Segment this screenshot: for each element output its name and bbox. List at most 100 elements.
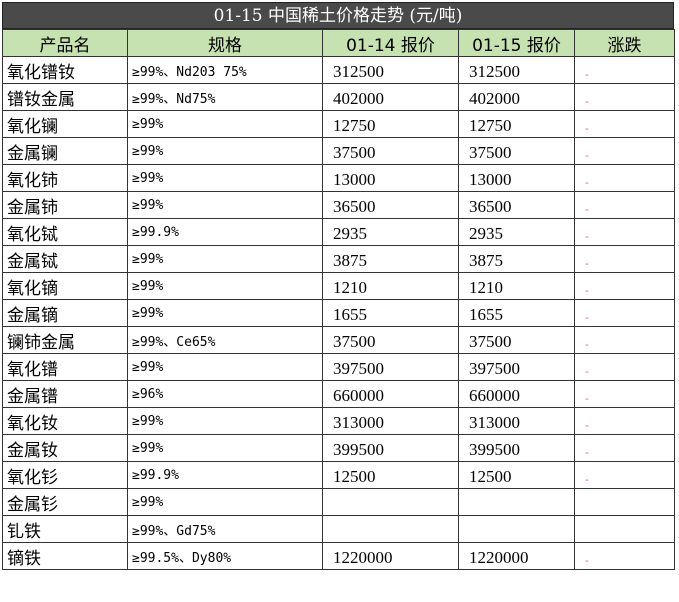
header-change: 涨跌 <box>574 29 675 57</box>
table-row: 氧化镨 ≥99% 397500 397500- <box>2 353 675 381</box>
spec-cell: ≥99%、Ce65% <box>127 326 323 354</box>
change-cell: - <box>574 218 675 246</box>
product-name-cell: 镧铈金属 <box>2 326 128 354</box>
price-0114-cell <box>322 488 459 516</box>
spec-cell: ≥99%、Nd203 75% <box>127 56 323 84</box>
table-row: 金属镨 ≥96% 660000 660000- <box>2 380 675 408</box>
change-cell: - <box>574 164 675 192</box>
header-product-name: 产品名 <box>2 29 128 57</box>
table-title: 01-15 中国稀土价格走势 (元/吨) <box>2 2 674 29</box>
table-row: 氧化镝 ≥99% 1210 1210- <box>2 272 675 300</box>
price-0114-cell: 313000 <box>322 407 459 435</box>
product-name-cell: 氧化钐 <box>2 461 128 489</box>
spec-cell: ≥99.9% <box>127 218 323 246</box>
price-0115-cell: 312500 <box>458 56 575 84</box>
change-cell: - <box>574 461 675 489</box>
product-name-cell: 氧化镧 <box>2 110 128 138</box>
product-name-cell: 金属钕 <box>2 434 128 462</box>
price-0115-cell: 399500 <box>458 434 575 462</box>
price-0114-cell: 2935 <box>322 218 459 246</box>
spec-cell: ≥99% <box>127 245 323 273</box>
table-row: 镝铁 ≥99.5%、Dy80% 1220000 1220000- <box>2 542 675 570</box>
spec-cell: ≥99% <box>127 488 323 516</box>
spec-cell: ≥99% <box>127 191 323 219</box>
change-cell: - <box>574 407 675 435</box>
price-0114-cell: 660000 <box>322 380 459 408</box>
product-name-cell: 金属镨 <box>2 380 128 408</box>
spec-cell: ≥99% <box>127 407 323 435</box>
header-price-0115: 01-15 报价 <box>458 29 575 57</box>
price-0114-cell: 12500 <box>322 461 459 489</box>
product-name-cell: 氧化镝 <box>2 272 128 300</box>
table-row: 氧化铈 ≥99% 13000 13000- <box>2 164 675 192</box>
product-name-cell: 金属钐 <box>2 488 128 516</box>
spec-cell: ≥99.5%、Dy80% <box>127 542 323 570</box>
price-0115-cell: 3875 <box>458 245 575 273</box>
price-0114-cell: 397500 <box>322 353 459 381</box>
spec-cell: ≥99% <box>127 110 323 138</box>
price-0114-cell: 399500 <box>322 434 459 462</box>
price-0114-cell <box>322 515 459 543</box>
price-0115-cell: 36500 <box>458 191 575 219</box>
price-0115-cell: 12750 <box>458 110 575 138</box>
table-row: 金属镝 ≥99% 1655 1655- <box>2 299 675 327</box>
change-cell: - <box>574 380 675 408</box>
change-cell <box>574 515 675 543</box>
spec-cell: ≥96% <box>127 380 323 408</box>
table-row: 金属镧 ≥99% 37500 37500- <box>2 137 675 165</box>
product-name-cell: 镝铁 <box>2 542 128 570</box>
product-name-cell: 氧化钕 <box>2 407 128 435</box>
spec-cell: ≥99% <box>127 137 323 165</box>
product-name-cell: 氧化镨 <box>2 353 128 381</box>
price-table-container: 01-15 中国稀土价格走势 (元/吨) 产品名 规格 01-14 报价 01-… <box>2 2 675 570</box>
price-0115-cell: 37500 <box>458 137 575 165</box>
price-0115-cell: 12500 <box>458 461 575 489</box>
change-cell: - <box>574 110 675 138</box>
price-0114-cell: 1220000 <box>322 542 459 570</box>
table-row: 金属铈 ≥99% 36500 36500- <box>2 191 675 219</box>
table-row: 金属钐 ≥99% <box>2 488 675 516</box>
price-0115-cell: 660000 <box>458 380 575 408</box>
product-name-cell: 金属镝 <box>2 299 128 327</box>
product-name-cell: 钆铁 <box>2 515 128 543</box>
price-0114-cell: 1210 <box>322 272 459 300</box>
change-cell: - <box>574 299 675 327</box>
change-cell: - <box>574 326 675 354</box>
price-0114-cell: 36500 <box>322 191 459 219</box>
header-spec: 规格 <box>127 29 323 57</box>
header-price-0114: 01-14 报价 <box>322 29 459 57</box>
product-name-cell: 氧化镨钕 <box>2 56 128 84</box>
change-cell: - <box>574 353 675 381</box>
spec-cell: ≥99% <box>127 353 323 381</box>
price-table: 产品名 规格 01-14 报价 01-15 报价 涨跌 氧化镨钕 ≥99%、Nd2… <box>2 29 675 570</box>
price-0115-cell: 13000 <box>458 164 575 192</box>
price-0115-cell <box>458 515 575 543</box>
change-cell: - <box>574 191 675 219</box>
price-0115-cell: 2935 <box>458 218 575 246</box>
table-row: 氧化镨钕 ≥99%、Nd203 75% 312500 312500- <box>2 56 675 84</box>
price-0114-cell: 3875 <box>322 245 459 273</box>
table-row: 氧化铽 ≥99.9% 2935 2935- <box>2 218 675 246</box>
product-name-cell: 金属铈 <box>2 191 128 219</box>
change-cell: - <box>574 245 675 273</box>
table-row: 钆铁 ≥99%、Gd75% <box>2 515 675 543</box>
price-0115-cell: 1210 <box>458 272 575 300</box>
table-row: 金属钕 ≥99% 399500 399500- <box>2 434 675 462</box>
spec-cell: ≥99%、Gd75% <box>127 515 323 543</box>
table-row: 镨钕金属 ≥99%、Nd75% 402000 402000- <box>2 83 675 111</box>
header-row: 产品名 规格 01-14 报价 01-15 报价 涨跌 <box>2 29 675 57</box>
price-0115-cell: 1655 <box>458 299 575 327</box>
change-cell: - <box>574 56 675 84</box>
table-row: 金属铽 ≥99% 3875 3875- <box>2 245 675 273</box>
change-cell <box>574 488 675 516</box>
spec-cell: ≥99% <box>127 434 323 462</box>
price-0114-cell: 13000 <box>322 164 459 192</box>
spec-cell: ≥99% <box>127 164 323 192</box>
product-name-cell: 金属铽 <box>2 245 128 273</box>
change-cell: - <box>574 272 675 300</box>
change-cell: - <box>574 542 675 570</box>
product-name-cell: 氧化铽 <box>2 218 128 246</box>
price-0114-cell: 312500 <box>322 56 459 84</box>
price-0115-cell: 313000 <box>458 407 575 435</box>
product-name-cell: 镨钕金属 <box>2 83 128 111</box>
